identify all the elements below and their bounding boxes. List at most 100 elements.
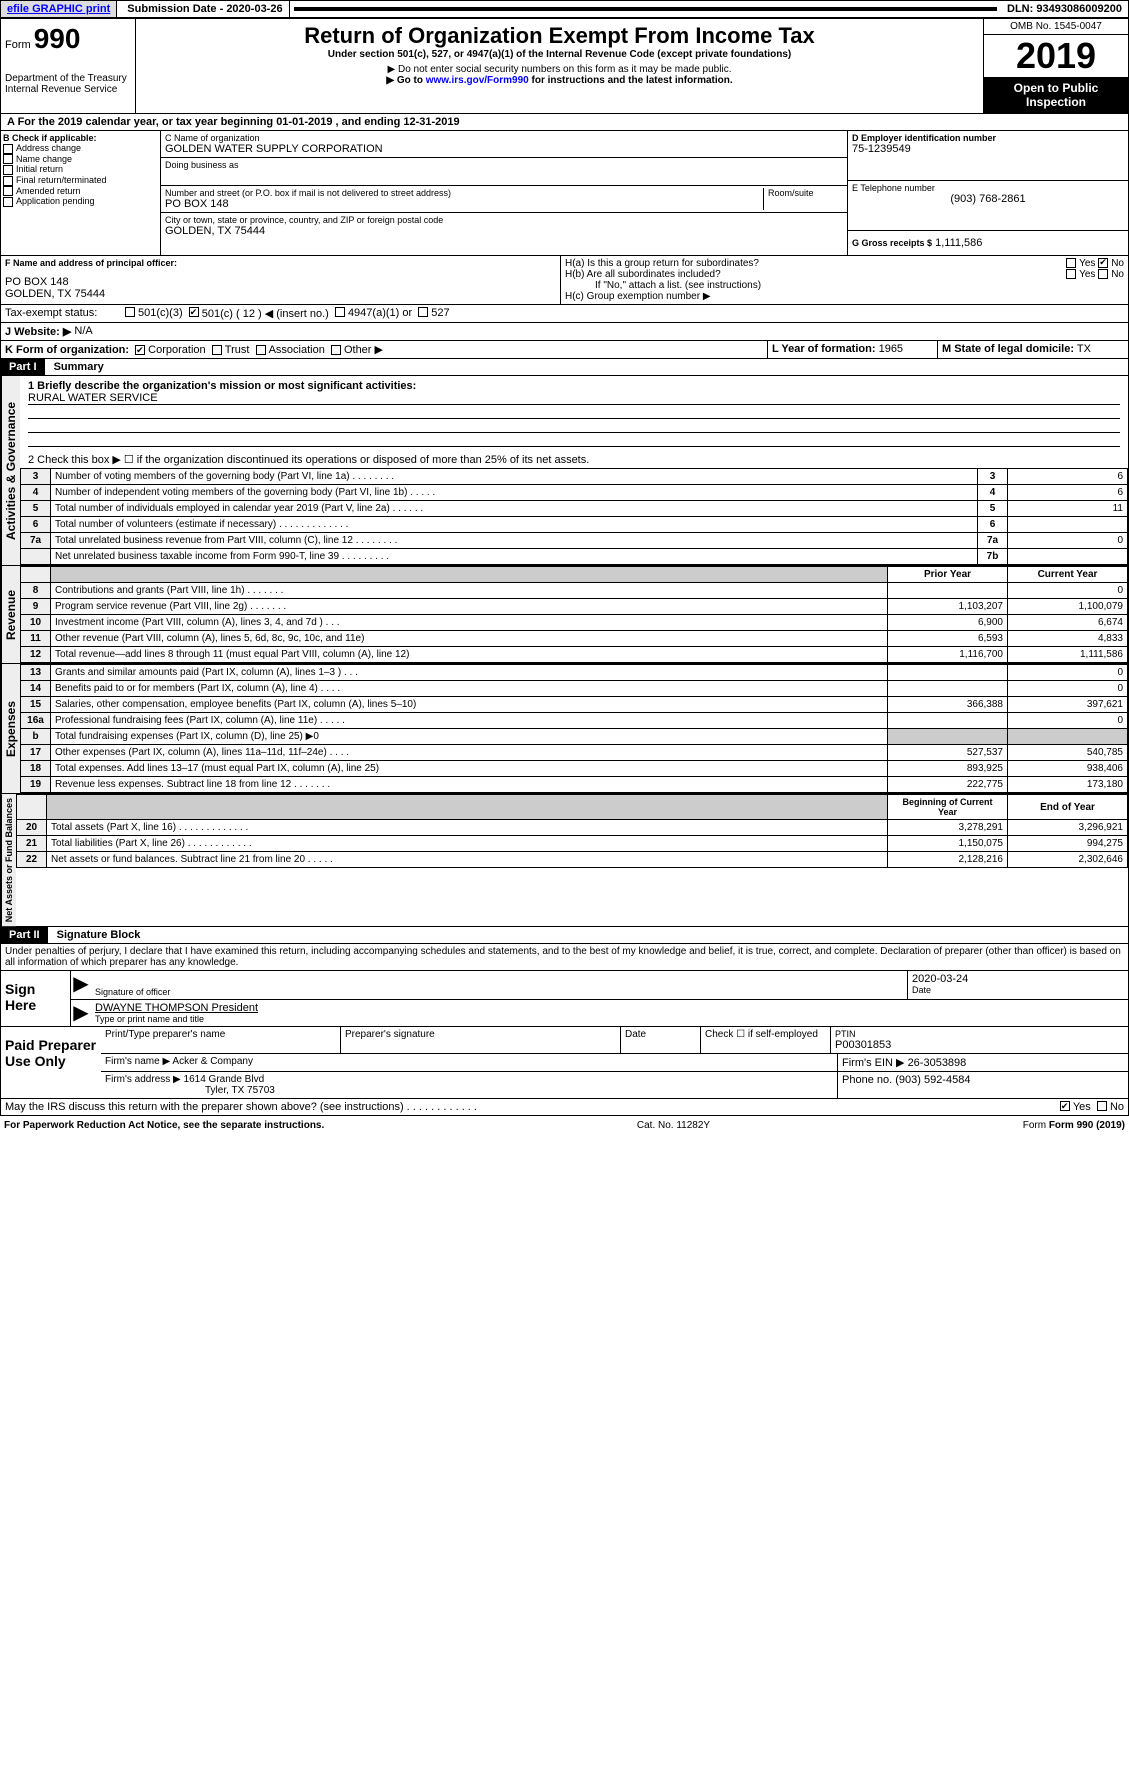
form-version: Form Form 990 (2019) <box>1023 1120 1125 1131</box>
paid-preparer-label: Paid Preparer Use Only <box>1 1027 101 1098</box>
efile-link[interactable]: efile GRAPHIC print <box>1 1 117 17</box>
gross-label: G Gross receipts $ <box>852 238 932 248</box>
hb-note: If "No," attach a list. (see instruction… <box>565 280 1124 291</box>
revenue-table: Prior YearCurrent Year 8Contributions an… <box>20 566 1128 663</box>
line1-label: 1 Briefly describe the organization's mi… <box>28 380 1120 392</box>
firm-addr1: 1614 Grande Blvd <box>184 1074 265 1085</box>
form-number: 990 <box>34 23 81 54</box>
501c-checkbox[interactable] <box>189 307 199 317</box>
note-ssn: ▶ Do not enter social security numbers o… <box>140 64 979 75</box>
ein-label: D Employer identification number <box>852 133 1124 143</box>
part2-title: Signature Block <box>51 927 147 943</box>
checkbox-address-change[interactable] <box>3 144 13 154</box>
hb-label: H(b) Are all subordinates included? <box>565 269 721 280</box>
hb-no-checkbox[interactable] <box>1098 269 1108 279</box>
checkbox-amended[interactable] <box>3 186 13 196</box>
501c3-checkbox[interactable] <box>125 307 135 317</box>
k-assoc-checkbox[interactable] <box>256 345 266 355</box>
dln: DLN: 93493086009200 <box>1001 1 1128 17</box>
section-a: A For the 2019 calendar year, or tax yea… <box>0 114 1129 131</box>
gross-receipts: 1,111,586 <box>935 237 982 249</box>
form-header: Form 990 Department of the Treasury Inte… <box>0 18 1129 114</box>
ha-label: H(a) Is this a group return for subordin… <box>565 258 759 269</box>
org-name-label: C Name of organization <box>165 133 843 143</box>
state-domicile: TX <box>1077 343 1091 355</box>
governance-table: 3Number of voting members of the governi… <box>20 468 1128 565</box>
part2-badge: Part II <box>1 927 48 943</box>
expense-section: Expenses 13Grants and similar amounts pa… <box>0 664 1129 794</box>
website-row: J Website: ▶ N/A <box>0 323 1129 341</box>
block-b: B Check if applicable: Address change Na… <box>1 131 161 255</box>
block-m-label: M State of legal domicile: <box>942 343 1074 355</box>
dba-label: Doing business as <box>165 160 843 170</box>
part1-badge: Part I <box>1 359 45 375</box>
side-expenses: Expenses <box>1 664 20 793</box>
527-checkbox[interactable] <box>418 307 428 317</box>
officer-addr2: GOLDEN, TX 75444 <box>5 288 556 300</box>
part2-header-row: Part II Signature Block <box>0 927 1129 944</box>
firm-name-label: Firm's name ▶ <box>105 1056 170 1067</box>
sig-date: 2020-03-24 <box>912 973 1124 985</box>
block-i-label: Tax-exempt status: <box>5 307 125 320</box>
officer-addr1: PO BOX 148 <box>5 276 556 288</box>
firm-addr2: Tyler, TX 75703 <box>105 1085 275 1096</box>
4947-checkbox[interactable] <box>335 307 345 317</box>
ha-yes-checkbox[interactable] <box>1066 258 1076 268</box>
pra-notice: For Paperwork Reduction Act Notice, see … <box>4 1120 324 1131</box>
block-d: D Employer identification number 75-1239… <box>848 131 1128 255</box>
form-title: Return of Organization Exempt From Incom… <box>140 23 979 49</box>
netassets-section: Net Assets or Fund Balances Beginning of… <box>0 794 1129 927</box>
org-name: GOLDEN WATER SUPPLY CORPORATION <box>165 143 843 155</box>
hc-label: H(c) Group exemption number ▶ <box>565 291 1124 302</box>
room-label: Room/suite <box>768 188 843 198</box>
addr-label: Number and street (or P.O. box if mail i… <box>165 188 763 198</box>
discuss-text: May the IRS discuss this return with the… <box>5 1101 1060 1113</box>
checkbox-final-return[interactable] <box>3 176 13 186</box>
block-f-label: F Name and address of principal officer: <box>5 258 556 268</box>
checkbox-initial-return[interactable] <box>3 165 13 175</box>
prep-date-label: Date <box>621 1027 701 1053</box>
checkbox-app-pending[interactable] <box>3 197 13 207</box>
line2: 2 Check this box ▶ ☐ if the organization… <box>20 451 1128 468</box>
hb-yes-checkbox[interactable] <box>1066 269 1076 279</box>
block-l-label: L Year of formation: <box>772 343 876 355</box>
tel: (903) 768-2861 <box>852 193 1124 205</box>
phone-label: Phone no. <box>842 1074 892 1086</box>
form-subtitle: Under section 501(c), 527, or 4947(a)(1)… <box>140 49 979 60</box>
entity-info-row: B Check if applicable: Address change Na… <box>0 131 1129 256</box>
discuss-yes-checkbox[interactable] <box>1060 1101 1070 1111</box>
mission-text: RURAL WATER SERVICE <box>28 392 1120 405</box>
k-corp-checkbox[interactable] <box>135 345 145 355</box>
discuss-row: May the IRS discuss this return with the… <box>0 1099 1129 1116</box>
phone: (903) 592-4584 <box>895 1074 970 1086</box>
netassets-table: Beginning of Current YearEnd of Year 20T… <box>16 794 1128 868</box>
side-governance: Activities & Governance <box>1 376 20 565</box>
k-other-checkbox[interactable] <box>331 345 341 355</box>
open-public-badge: Open to Public Inspection <box>984 77 1128 113</box>
side-revenue: Revenue <box>1 566 20 663</box>
firm-name: Acker & Company <box>172 1056 253 1067</box>
addr: PO BOX 148 <box>165 198 763 210</box>
type-name-label: Type or print name and title <box>95 1014 1124 1024</box>
firm-addr-label: Firm's address ▶ <box>105 1074 181 1085</box>
ein: 75-1239549 <box>852 143 1124 155</box>
sig-officer-label: Signature of officer <box>95 987 903 997</box>
part1-header-row: Part I Summary <box>0 359 1129 376</box>
note-goto-pre: ▶ Go to <box>386 75 425 86</box>
city-label: City or town, state or province, country… <box>165 215 843 225</box>
year-formation: 1965 <box>879 343 903 355</box>
ptin: P00301853 <box>835 1039 1124 1051</box>
officer-name: DWAYNE THOMPSON President <box>95 1002 1124 1014</box>
dept-treasury: Department of the Treasury <box>5 73 131 84</box>
k-trust-checkbox[interactable] <box>212 345 222 355</box>
klm-row: K Form of organization: Corporation Trus… <box>0 341 1129 359</box>
governance-section: Activities & Governance 1 Briefly descri… <box>0 376 1129 566</box>
sign-here-label: Sign Here <box>1 971 71 1026</box>
discuss-no-checkbox[interactable] <box>1097 1101 1107 1111</box>
form-label: Form <box>5 39 31 51</box>
ha-no-checkbox[interactable] <box>1098 258 1108 268</box>
prep-sig-label: Preparer's signature <box>341 1027 621 1053</box>
checkbox-name-change[interactable] <box>3 154 13 164</box>
officer-group-row: F Name and address of principal officer:… <box>0 256 1129 305</box>
form990-link[interactable]: www.irs.gov/Form990 <box>426 75 529 86</box>
